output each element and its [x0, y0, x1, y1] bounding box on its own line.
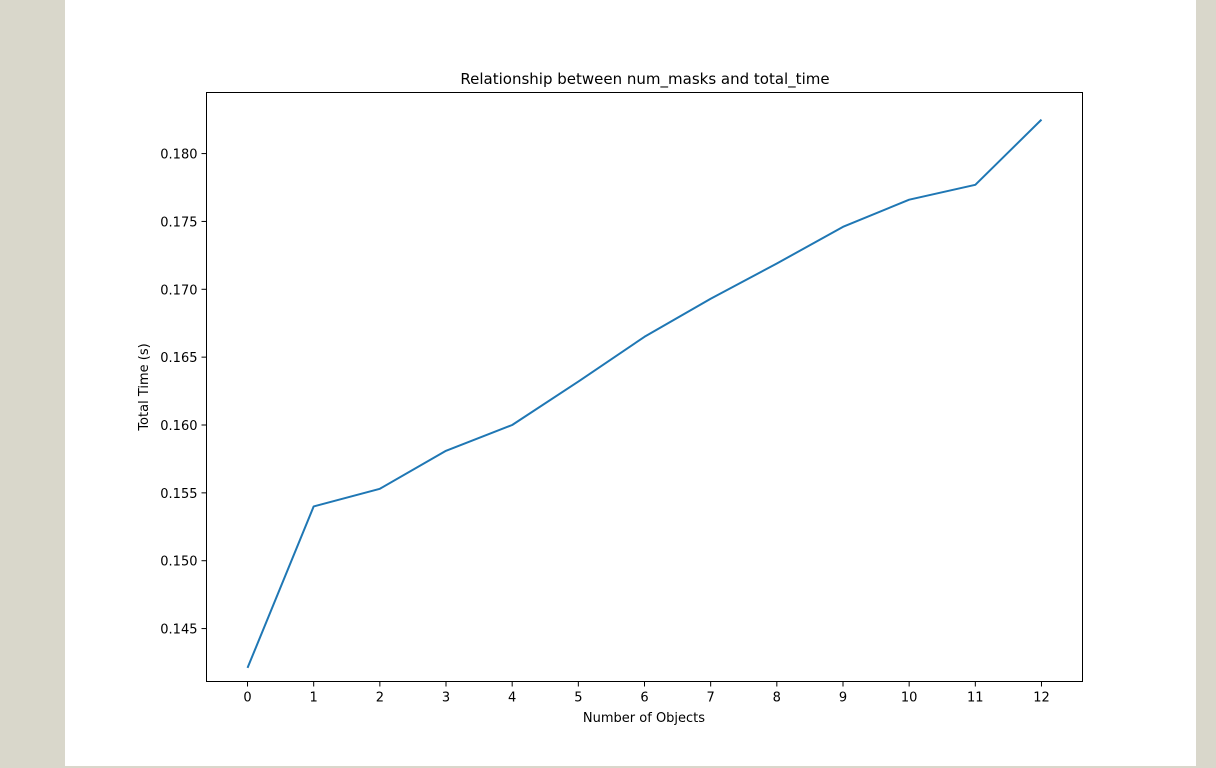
x-tick-label: 1 [310, 691, 318, 706]
data-point [776, 263, 778, 265]
y-tick-label: 0.160 [160, 419, 197, 434]
y-tick-label: 0.145 [160, 623, 197, 638]
data-point [511, 424, 513, 426]
data-point [313, 505, 315, 507]
x-axis-label: Number of Objects [583, 711, 705, 726]
x-tick-label: 8 [773, 691, 781, 706]
y-tick-label: 0.175 [160, 215, 197, 230]
x-tick-label: 12 [1033, 691, 1050, 706]
x-tick-label: 2 [376, 691, 384, 706]
x-axis: 0 1 2 3 4 5 6 7 8 9 10 11 12 [243, 681, 1050, 706]
x-tick-label: 11 [967, 691, 984, 706]
x-tick-label: 7 [707, 691, 715, 706]
x-tick-label: 3 [442, 691, 450, 706]
y-tick-label: 0.165 [160, 351, 197, 366]
y-tick-label: 0.150 [160, 555, 197, 570]
data-point [247, 667, 249, 669]
data-point [908, 199, 910, 201]
y-tick-label: 0.155 [160, 487, 197, 502]
data-point [710, 298, 712, 300]
plot-area [206, 92, 1083, 682]
figure-canvas: Relationship between num_masks and total… [65, 0, 1196, 766]
y-tick-label: 0.180 [160, 148, 197, 163]
x-tick-label: 9 [839, 691, 847, 706]
chart-title: Relationship between num_masks and total… [460, 70, 829, 89]
line-chart: Relationship between num_masks and total… [137, 70, 1083, 726]
series-line [246, 118, 1043, 669]
y-tick-label: 0.170 [160, 283, 197, 298]
data-point [1040, 119, 1042, 121]
x-tick-label: 5 [574, 691, 582, 706]
x-tick-label: 0 [243, 691, 251, 706]
data-point [842, 226, 844, 228]
data-point [445, 450, 447, 452]
y-axis: 0.145 0.150 0.155 0.160 0.165 0.170 0.175 0.180 [160, 148, 207, 638]
data-point [644, 336, 646, 338]
x-tick-label: 10 [901, 691, 918, 706]
data-point [577, 381, 579, 383]
data-point [379, 488, 381, 490]
y-axis-label: Total Time (s) [137, 343, 152, 431]
x-tick-label: 4 [508, 691, 516, 706]
data-point [974, 184, 976, 186]
x-tick-label: 6 [640, 691, 648, 706]
